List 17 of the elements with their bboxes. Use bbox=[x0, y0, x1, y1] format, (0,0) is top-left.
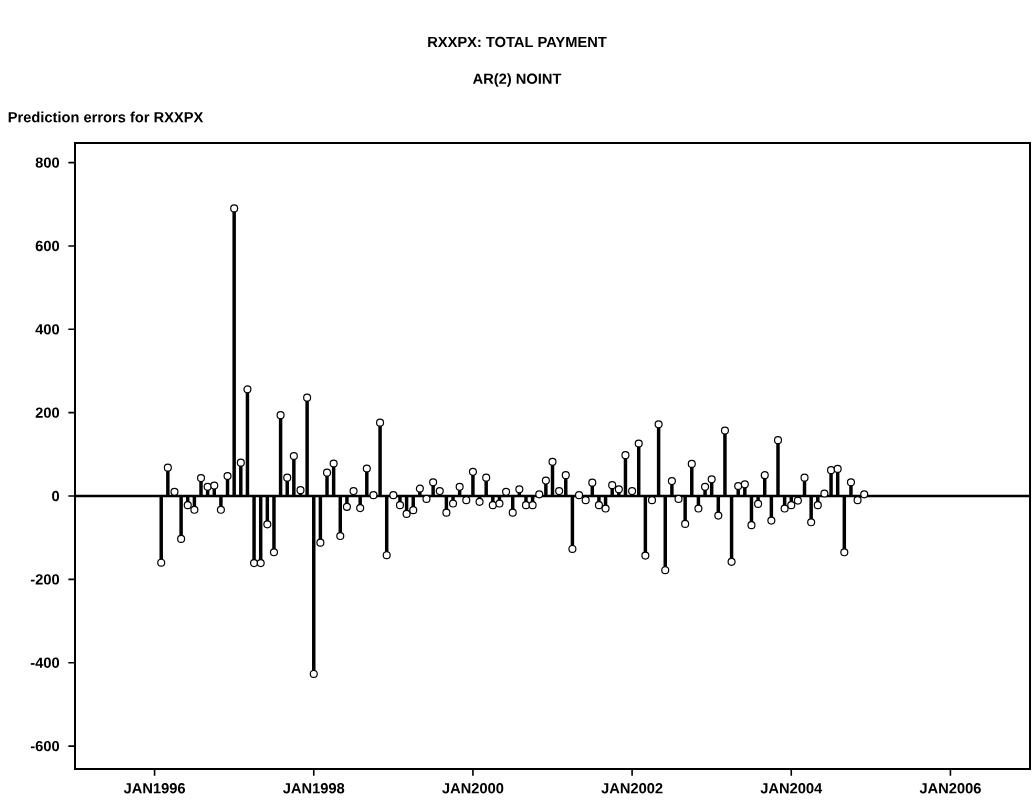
y-tick-label: 600 bbox=[35, 240, 60, 252]
x-tick-label: JAN2006 bbox=[919, 783, 981, 794]
y-tick-label: 0 bbox=[52, 490, 60, 502]
x-tick-label: JAN2000 bbox=[442, 783, 504, 794]
y-tick-label: -600 bbox=[30, 740, 60, 752]
y-tick-label: -200 bbox=[30, 574, 60, 585]
y-tick-label: 800 bbox=[35, 157, 60, 168]
chart-title: RXXPX: TOTAL PAYMENT bbox=[428, 36, 607, 48]
y-tick-label: 200 bbox=[35, 407, 60, 418]
x-tick-label: JAN2004 bbox=[760, 783, 823, 794]
y-axis-title: Prediction errors for RXXPX bbox=[8, 111, 204, 123]
x-tick-label: JAN1998 bbox=[283, 783, 345, 794]
x-tick-label: JAN1996 bbox=[123, 783, 186, 794]
x-tick-label: JAN2002 bbox=[601, 783, 663, 794]
y-tick-label: -400 bbox=[30, 657, 60, 668]
y-tick-label: 400 bbox=[35, 324, 60, 335]
chart-subtitle: AR(2) NOINT bbox=[472, 73, 562, 87]
